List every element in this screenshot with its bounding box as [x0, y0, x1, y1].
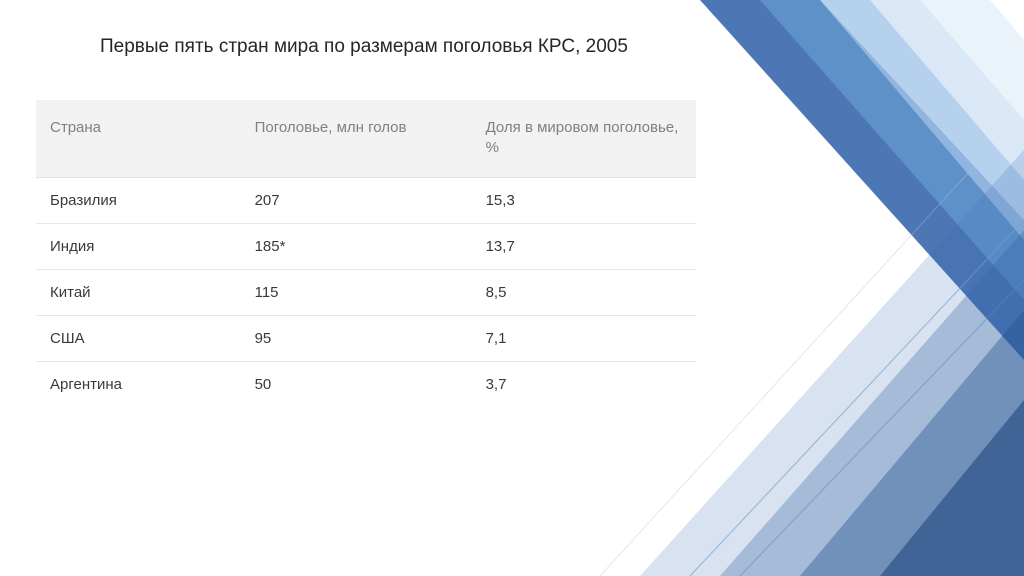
table-header-row: Страна Поголовье, млн голов Доля в миров… — [36, 100, 696, 177]
table-row: Китай 115 8,5 — [36, 269, 696, 315]
cell-headcount: 95 — [241, 315, 472, 361]
cell-share: 8,5 — [472, 269, 696, 315]
cattle-table: Страна Поголовье, млн голов Доля в миров… — [36, 100, 696, 407]
cell-share: 13,7 — [472, 223, 696, 269]
col-headcount: Поголовье, млн голов — [241, 100, 472, 177]
slide-title: Первые пять стран мира по размерам погол… — [100, 36, 628, 58]
cell-headcount: 185* — [241, 223, 472, 269]
cell-headcount: 115 — [241, 269, 472, 315]
table-row: Индия 185* 13,7 — [36, 223, 696, 269]
cell-country: Аргентина — [36, 361, 241, 407]
col-country: Страна — [36, 100, 241, 177]
cell-headcount: 50 — [241, 361, 472, 407]
table-row: Аргентина 50 3,7 — [36, 361, 696, 407]
cell-share: 15,3 — [472, 177, 696, 223]
cell-country: Бразилия — [36, 177, 241, 223]
cell-headcount: 207 — [241, 177, 472, 223]
cell-share: 3,7 — [472, 361, 696, 407]
table-row: США 95 7,1 — [36, 315, 696, 361]
cell-share: 7,1 — [472, 315, 696, 361]
table-row: Бразилия 207 15,3 — [36, 177, 696, 223]
cell-country: Индия — [36, 223, 241, 269]
cell-country: Китай — [36, 269, 241, 315]
cell-country: США — [36, 315, 241, 361]
col-share: Доля в мировом поголовье, % — [472, 100, 696, 177]
